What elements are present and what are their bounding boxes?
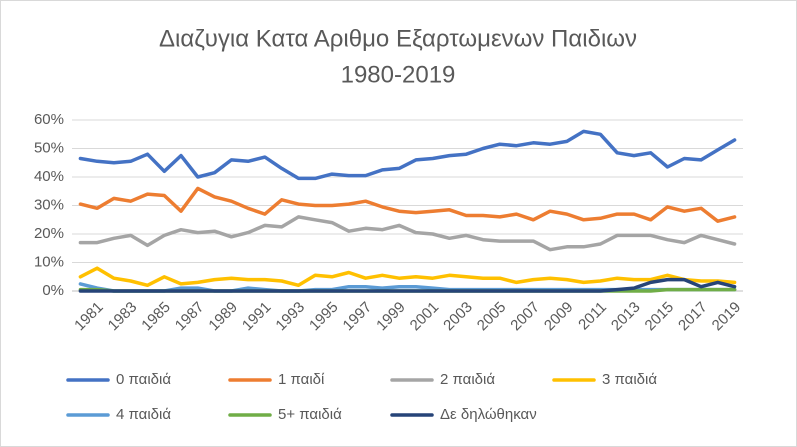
series-line bbox=[78, 186, 737, 223]
y-tick-label: 60% bbox=[34, 111, 64, 128]
legend-label: Δε δηλώθηκαν bbox=[440, 406, 537, 423]
series-line bbox=[78, 129, 737, 181]
legend-label: 1 παιδί bbox=[278, 371, 325, 388]
y-tick-label: 20% bbox=[34, 225, 64, 242]
series-line bbox=[78, 215, 737, 252]
legend-label: 4 παιδιά bbox=[116, 406, 171, 423]
y-tick-label: 0% bbox=[42, 282, 64, 299]
chart-subtitle: 1980-2019 bbox=[341, 61, 456, 88]
legend-label: 2 παιδιά bbox=[440, 371, 495, 388]
y-tick-label: 10% bbox=[34, 253, 64, 270]
y-tick-label: 50% bbox=[34, 139, 64, 156]
legend-label: 5+ παιδιά bbox=[278, 406, 342, 423]
legend-label: 0 παιδιά bbox=[116, 371, 171, 388]
series-line bbox=[78, 266, 737, 288]
chart-title: Διαζυγια Κατα Αριθμο Εξαρτωμενων Παιδιων bbox=[159, 25, 637, 52]
legend-label: 3 παιδιά bbox=[602, 371, 657, 388]
y-tick-label: 40% bbox=[34, 168, 64, 185]
series-line bbox=[78, 277, 737, 293]
y-tick-label: 30% bbox=[34, 196, 64, 213]
